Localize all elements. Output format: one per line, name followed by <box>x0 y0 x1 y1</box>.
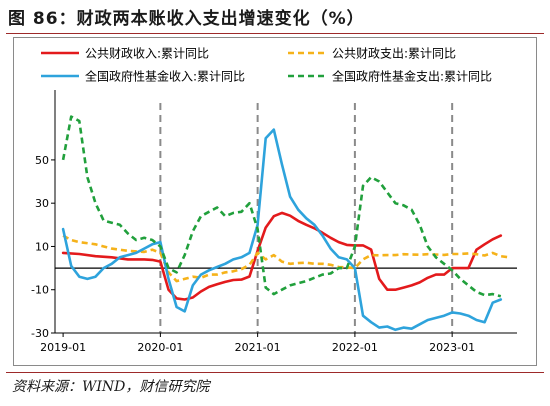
y-tick-label: 10 <box>35 240 49 253</box>
x-axis-ticks: 2019-01 2020-01 2021-01 2022-01 2023-01 <box>40 333 475 354</box>
x-tick-label: 2022-01 <box>332 341 378 354</box>
x-tick-label: 2020-01 <box>137 341 183 354</box>
y-tick-label: -10 <box>31 284 49 297</box>
figure-title: 图 86：财政两本账收入支出增速变化（%） <box>8 9 365 29</box>
y-tick-label: 30 <box>35 197 49 210</box>
legend-label-public-expenditure: 公共财政支出:累计同比 <box>332 47 456 61</box>
legend-label-public-revenue: 公共财政收入:累计同比 <box>85 47 209 61</box>
title-rule <box>6 33 544 34</box>
x-tick-label: 2019-01 <box>40 341 86 354</box>
y-tick-label: 50 <box>35 154 49 167</box>
series-line-public-revenue <box>61 211 503 301</box>
legend-label-fund-expenditure: 全国政府性基金支出:累计同比 <box>332 69 492 84</box>
y-axis-ticks: -30 -10 10 30 50 <box>31 154 55 340</box>
y-tick-label: -30 <box>31 327 49 340</box>
chart-frame <box>13 37 537 366</box>
source-note: 资料来源：WIND，财信研究院 <box>12 379 210 395</box>
legend-label-fund-revenue: 全国政府性基金收入:累计同比 <box>85 69 245 84</box>
x-tick-label: 2021-01 <box>235 341 281 354</box>
series-lines <box>61 115 510 332</box>
series-line-fund-revenue <box>61 128 503 332</box>
x-tick-label: 2023-01 <box>429 341 475 354</box>
source-rule <box>6 372 544 373</box>
series-line-fund-expenditure <box>61 115 502 298</box>
axes <box>54 90 517 334</box>
